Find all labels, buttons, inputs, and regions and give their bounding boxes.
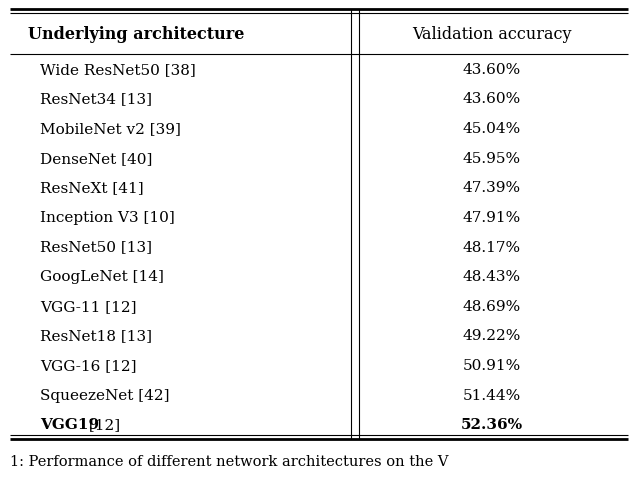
Text: [12]: [12]	[84, 418, 120, 432]
Text: 43.60%: 43.60%	[463, 63, 521, 77]
Text: 45.95%: 45.95%	[463, 151, 521, 166]
Text: 47.91%: 47.91%	[463, 211, 521, 225]
Text: VGG-16 [12]: VGG-16 [12]	[40, 359, 137, 373]
Text: 48.17%: 48.17%	[463, 241, 521, 254]
Text: 1: Performance of different network architectures on the V: 1: Performance of different network arch…	[10, 455, 449, 469]
Text: 45.04%: 45.04%	[463, 122, 521, 136]
Text: MobileNet v2 [39]: MobileNet v2 [39]	[40, 122, 181, 136]
Text: VGG19: VGG19	[40, 418, 99, 432]
Text: 51.44%: 51.44%	[463, 389, 521, 403]
Text: GoogLeNet [14]: GoogLeNet [14]	[40, 270, 164, 284]
Text: 50.91%: 50.91%	[463, 359, 521, 373]
Text: 47.39%: 47.39%	[463, 181, 521, 196]
Text: Underlying architecture: Underlying architecture	[28, 26, 244, 43]
Text: Wide ResNet50 [38]: Wide ResNet50 [38]	[40, 63, 196, 77]
Text: SqueezeNet [42]: SqueezeNet [42]	[40, 389, 170, 403]
Text: 48.43%: 48.43%	[463, 270, 521, 284]
Text: Validation accuracy: Validation accuracy	[412, 26, 571, 43]
Text: DenseNet [40]: DenseNet [40]	[40, 151, 152, 166]
Text: ResNet34 [13]: ResNet34 [13]	[40, 93, 152, 106]
Text: 49.22%: 49.22%	[463, 329, 521, 343]
Text: 52.36%: 52.36%	[461, 418, 523, 432]
Text: ResNet18 [13]: ResNet18 [13]	[40, 329, 152, 343]
Text: VGG-11 [12]: VGG-11 [12]	[40, 300, 137, 314]
Text: 48.69%: 48.69%	[463, 300, 521, 314]
Text: Inception V3 [10]: Inception V3 [10]	[40, 211, 175, 225]
Text: 43.60%: 43.60%	[463, 93, 521, 106]
Text: ResNeXt [41]: ResNeXt [41]	[40, 181, 144, 196]
Text: ResNet50 [13]: ResNet50 [13]	[40, 241, 152, 254]
